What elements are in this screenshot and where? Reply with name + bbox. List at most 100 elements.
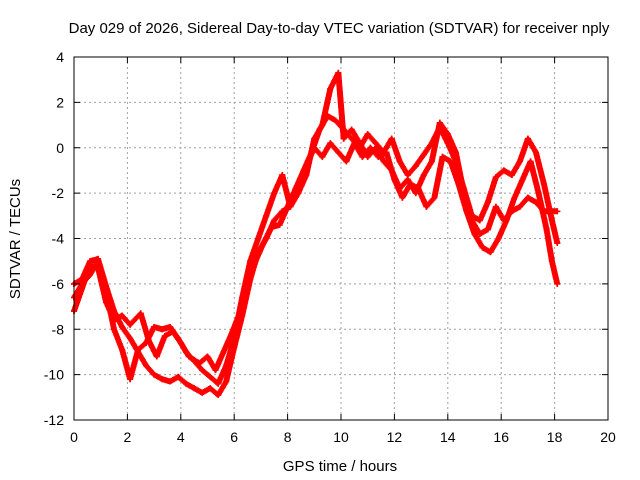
y-tick-label: -2 (52, 185, 65, 201)
x-tick-label: 8 (284, 429, 292, 445)
data-point (511, 194, 518, 201)
data-point (143, 362, 150, 369)
data-point (311, 144, 318, 151)
data-point (175, 373, 182, 380)
data-point (503, 217, 510, 224)
x-tick-label: 6 (230, 429, 238, 445)
data-point (167, 378, 174, 385)
x-tick-label: 16 (493, 429, 509, 445)
data-point (527, 158, 534, 165)
data-point (319, 153, 326, 160)
y-tick-label: -6 (52, 276, 65, 292)
data-point (484, 226, 491, 233)
data-point (423, 203, 430, 210)
data-point (231, 344, 238, 351)
data-point (554, 280, 561, 287)
data-point (540, 181, 547, 188)
data-point (153, 353, 160, 360)
data-point (191, 358, 198, 365)
x-tick-label: 12 (387, 429, 403, 445)
data-point (524, 135, 531, 142)
data-point (212, 367, 219, 374)
x-tick-label: 14 (440, 429, 456, 445)
data-point (204, 353, 211, 360)
data-point (492, 203, 499, 210)
data-point (367, 144, 374, 151)
data-point (183, 348, 190, 355)
data-point (127, 376, 134, 383)
data-point (271, 190, 278, 197)
ticks: 0 2 4 6 8 10 12 14 16 18 20 -12 -10 -8 -6 -4 -2 0 2 4 (44, 49, 616, 445)
data-point (279, 171, 286, 178)
data-point (287, 203, 294, 210)
y-tick-label: 4 (56, 49, 64, 65)
data-point (127, 335, 134, 342)
data-point (404, 176, 411, 183)
data-point (495, 235, 502, 242)
data-point (95, 255, 102, 262)
data-point (247, 258, 254, 265)
data-point (119, 312, 126, 319)
data-point (199, 367, 206, 374)
data-point (548, 217, 555, 224)
data-point (111, 308, 118, 315)
data-point (516, 158, 523, 165)
data-point (279, 208, 286, 215)
y-tick-label: -10 (44, 367, 64, 383)
data-point (428, 158, 435, 165)
data-point (508, 171, 515, 178)
data-point (335, 149, 342, 156)
data-point (356, 140, 363, 147)
data-point (327, 85, 334, 92)
data-point (348, 126, 355, 133)
data-point (383, 149, 390, 156)
data-point (255, 249, 262, 256)
data-point (436, 119, 443, 126)
data-point (327, 140, 334, 147)
data-point (487, 249, 494, 256)
data-point (388, 135, 395, 142)
series-track-c (71, 140, 561, 399)
y-tick-label: -4 (52, 231, 65, 247)
data-point (455, 181, 462, 188)
data-point (351, 140, 358, 147)
data-point (199, 389, 206, 396)
data-point (332, 117, 339, 124)
y-axis-title: SDTVAR / TECUs (7, 179, 24, 299)
data-point (335, 69, 342, 76)
data-point (391, 176, 398, 183)
y-tick-label: 0 (56, 140, 64, 156)
data-point (399, 194, 406, 201)
data-point (524, 194, 531, 201)
data-point (431, 194, 438, 201)
x-tick-label: 20 (600, 429, 616, 445)
x-tick-label: 4 (177, 429, 185, 445)
data-point (161, 333, 168, 340)
data-point (167, 323, 174, 330)
data-point (420, 171, 427, 178)
marker-trace-track-c (71, 140, 561, 398)
data-point (151, 323, 158, 330)
data-point (87, 271, 94, 278)
data-point (447, 158, 454, 165)
data-point (543, 226, 550, 233)
series-track-b (71, 69, 561, 387)
data-point (519, 176, 526, 183)
data-point (348, 135, 355, 142)
data-point (364, 153, 371, 160)
data-point (239, 312, 246, 319)
data-point (380, 158, 387, 165)
data-point (263, 212, 270, 219)
data-point (500, 167, 507, 174)
data-point (535, 190, 542, 197)
data-point (439, 153, 446, 160)
data-point (127, 321, 134, 328)
data-point (215, 392, 222, 399)
y-tick-label: -12 (44, 412, 64, 428)
data-point (220, 348, 227, 355)
data-point (207, 373, 214, 380)
data-point (548, 208, 555, 215)
data-point (143, 339, 150, 346)
data-point (359, 153, 366, 160)
